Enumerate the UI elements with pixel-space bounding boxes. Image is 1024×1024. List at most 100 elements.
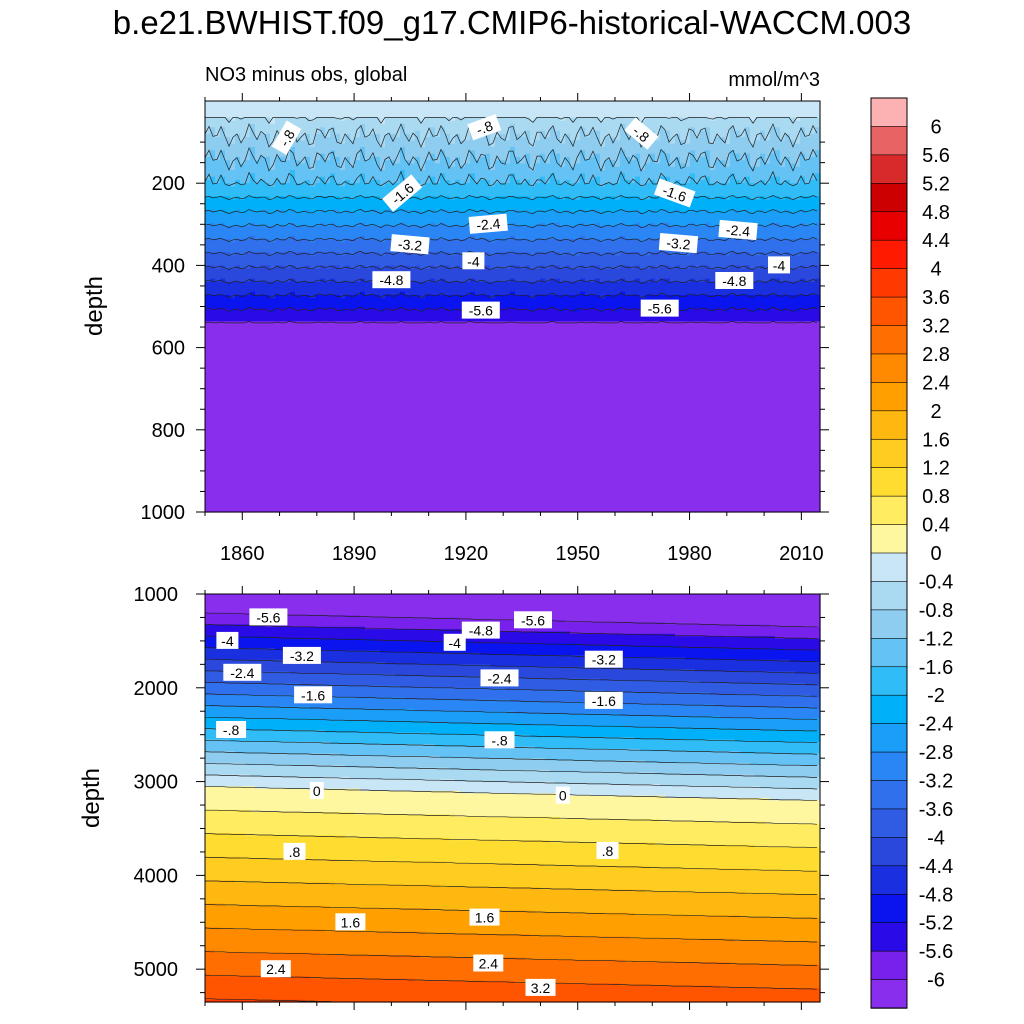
heatmap-cell xyxy=(220,318,226,322)
heatmap-cell xyxy=(250,456,256,460)
heatmap-cell xyxy=(270,475,276,480)
heatmap-cell xyxy=(215,170,221,174)
heatmap-cell xyxy=(275,311,281,316)
heatmap-cell xyxy=(265,186,271,191)
heatmap-cell xyxy=(245,393,251,398)
heatmap-cell xyxy=(270,416,276,421)
heatmap-cell xyxy=(205,202,211,207)
heatmap-cell xyxy=(295,124,301,128)
heatmap-cell xyxy=(235,206,241,211)
heatmap-cell xyxy=(280,406,286,411)
heatmap-cell xyxy=(285,344,291,349)
heatmap-cell xyxy=(275,380,281,385)
heatmap-cell xyxy=(295,301,301,306)
heatmap-cell xyxy=(280,176,286,181)
heatmap-cell xyxy=(265,232,271,237)
heatmap-cell xyxy=(290,416,296,421)
heatmap-cell xyxy=(285,281,291,286)
heatmap-cell xyxy=(270,406,276,411)
heatmap-cell xyxy=(240,170,246,174)
heatmap-cell xyxy=(255,156,261,161)
heatmap-cell xyxy=(270,255,276,260)
heatmap-cell xyxy=(240,364,246,368)
heatmap-cell xyxy=(280,311,286,316)
heatmap-cell xyxy=(280,410,286,414)
heatmap-cell xyxy=(250,275,256,280)
heatmap-cell xyxy=(285,331,291,336)
heatmap-cell xyxy=(285,114,291,119)
heatmap-cell xyxy=(250,140,256,145)
heatmap-cell xyxy=(205,495,211,500)
heatmap-cell xyxy=(250,150,256,155)
heatmap-cell xyxy=(245,360,251,365)
heatmap-cell xyxy=(255,449,261,454)
heatmap-cell xyxy=(285,508,291,513)
heatmap-cell xyxy=(225,393,231,398)
heatmap-cell xyxy=(290,383,296,388)
heatmap-cell xyxy=(275,341,281,345)
heatmap-cell xyxy=(295,229,301,234)
heatmap-cell xyxy=(290,209,296,214)
heatmap-cell xyxy=(240,150,246,155)
heatmap-cell xyxy=(205,232,211,237)
heatmap-cell xyxy=(260,189,266,194)
heatmap-cell xyxy=(210,482,216,487)
heatmap-cell xyxy=(265,416,271,421)
heatmap-cell xyxy=(280,275,286,280)
heatmap-cell xyxy=(255,488,261,493)
heatmap-cell xyxy=(210,452,216,457)
heatmap-cell xyxy=(255,150,261,155)
heatmap-cell xyxy=(275,452,281,457)
heatmap-cell xyxy=(215,465,221,470)
heatmap-cell xyxy=(220,482,226,487)
heatmap-cell xyxy=(230,462,236,467)
heatmap-cell xyxy=(245,324,251,329)
heatmap-cell xyxy=(265,439,271,444)
heatmap-cell xyxy=(250,110,256,115)
heatmap-cell xyxy=(295,334,301,339)
heatmap-cell xyxy=(230,110,236,115)
heatmap-cell xyxy=(270,268,276,273)
heatmap-cell xyxy=(255,502,261,507)
heatmap-cell xyxy=(290,423,296,428)
heatmap-cell xyxy=(275,347,281,352)
heatmap-cell xyxy=(245,327,251,332)
heatmap-cell xyxy=(285,354,291,359)
heatmap-cell xyxy=(285,186,291,191)
heatmap-cell xyxy=(205,114,211,119)
heatmap-cell xyxy=(260,446,266,451)
heatmap-cell xyxy=(235,354,241,359)
heatmap-cell xyxy=(235,130,241,135)
heatmap-cell xyxy=(235,419,241,424)
heatmap-cell xyxy=(220,186,226,191)
heatmap-cell xyxy=(290,301,296,306)
heatmap-cell xyxy=(270,104,276,109)
heatmap-cell xyxy=(275,360,281,365)
heatmap-cell xyxy=(260,206,266,211)
heatmap-cell xyxy=(275,423,281,428)
heatmap-cell xyxy=(270,452,276,457)
heatmap-cell xyxy=(235,232,241,237)
heatmap-cell xyxy=(210,367,216,372)
heatmap-cell xyxy=(265,327,271,332)
heatmap-cell xyxy=(285,324,291,329)
heatmap-cell xyxy=(285,110,291,115)
heatmap-cell xyxy=(255,130,261,135)
heatmap-cell xyxy=(245,153,251,158)
heatmap-cell xyxy=(250,133,256,138)
heatmap-cell xyxy=(250,347,256,352)
heatmap-cell xyxy=(260,301,266,306)
heatmap-cell xyxy=(210,429,216,434)
heatmap-cell xyxy=(280,446,286,451)
heatmap-cell xyxy=(230,396,236,401)
heatmap-cell xyxy=(245,160,251,165)
heatmap-cell xyxy=(270,446,276,451)
heatmap-cell xyxy=(255,258,261,263)
heatmap-cell xyxy=(215,124,221,128)
heatmap-cell xyxy=(205,452,211,457)
heatmap-cell xyxy=(220,324,226,329)
heatmap-cell xyxy=(260,288,266,293)
heatmap-cell xyxy=(250,423,256,428)
heatmap-cell xyxy=(230,442,236,447)
heatmap-cell xyxy=(290,120,296,125)
